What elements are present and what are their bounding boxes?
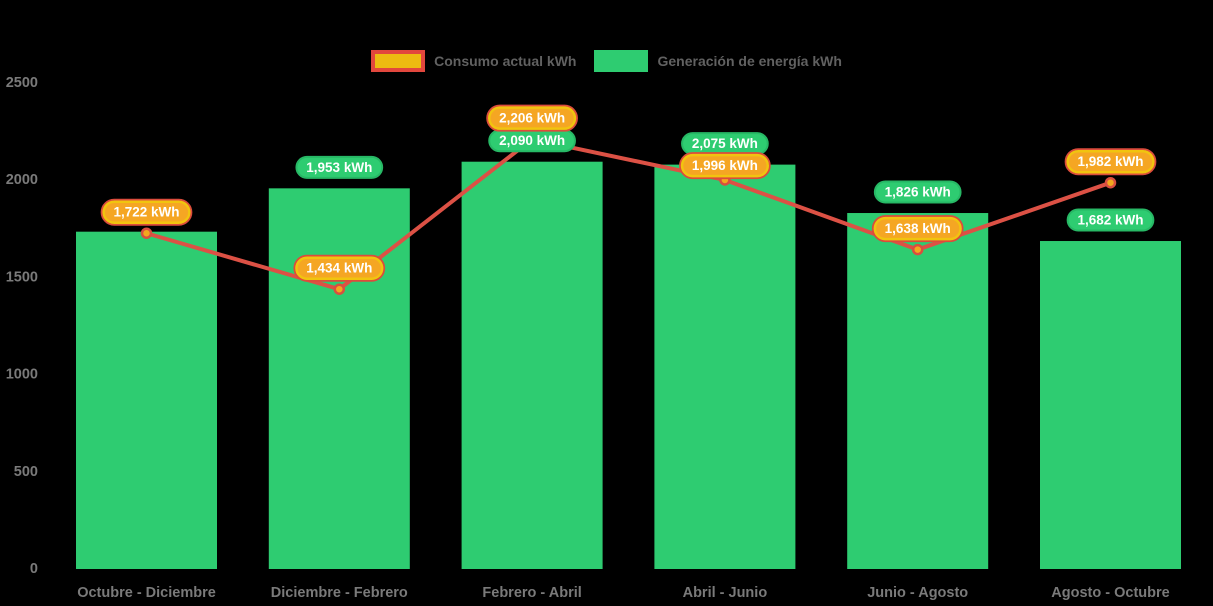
svg-text:1,638 kWh: 1,638 kWh bbox=[885, 221, 951, 236]
x-category-label: Agosto - Octubre bbox=[1051, 585, 1169, 601]
value-badge-consumption: 2,206 kWh bbox=[486, 104, 578, 132]
generation-bar[interactable] bbox=[268, 188, 410, 570]
x-category-label: Octubre - Diciembre bbox=[77, 585, 216, 601]
svg-text:1,982 kWh: 1,982 kWh bbox=[1077, 154, 1143, 169]
generation-bar[interactable] bbox=[847, 213, 989, 569]
svg-text:1,682 kWh: 1,682 kWh bbox=[1077, 213, 1143, 228]
generation-bar[interactable] bbox=[1040, 241, 1181, 569]
y-tick-label: 1000 bbox=[6, 367, 38, 383]
x-category-label: Junio - Agosto bbox=[867, 585, 968, 601]
y-tick-label: 2500 bbox=[6, 75, 38, 91]
x-category-label: Febrero - Abril bbox=[482, 585, 581, 601]
legend-item-consumo[interactable]: Consumo actual kWh bbox=[371, 50, 576, 72]
y-tick-label: 1500 bbox=[6, 269, 38, 285]
legend-label-generacion: Generación de energía kWh bbox=[657, 53, 842, 69]
value-badge-consumption: 1,434 kWh bbox=[293, 254, 386, 282]
svg-text:2,090 kWh: 2,090 kWh bbox=[499, 133, 565, 148]
svg-text:2,206 kWh: 2,206 kWh bbox=[499, 111, 565, 126]
consumption-point[interactable] bbox=[1104, 176, 1117, 189]
consumption-point[interactable] bbox=[140, 227, 153, 239]
generation-bar[interactable] bbox=[76, 231, 217, 570]
y-tick-label: 0 bbox=[30, 561, 38, 577]
svg-text:1,434 kWh: 1,434 kWh bbox=[306, 261, 372, 276]
value-badge-generation: 1,682 kWh bbox=[1066, 208, 1155, 232]
value-badge-generation: 2,090 kWh bbox=[488, 129, 576, 153]
value-badge-consumption: 1,982 kWh bbox=[1064, 148, 1157, 176]
consumption-point[interactable] bbox=[333, 283, 346, 295]
x-category-label: Abril - Junio bbox=[683, 585, 768, 601]
value-badge-consumption: 1,722 kWh bbox=[100, 198, 193, 226]
svg-text:2,075 kWh: 2,075 kWh bbox=[692, 136, 758, 151]
svg-text:1,996 kWh: 1,996 kWh bbox=[692, 158, 758, 173]
value-badge-consumption: 1,996 kWh bbox=[679, 152, 771, 180]
consumption-point[interactable] bbox=[911, 243, 924, 256]
value-badge-generation: 2,075 kWh bbox=[681, 132, 769, 156]
value-badge-generation: 1,826 kWh bbox=[873, 180, 962, 204]
svg-text:1,722 kWh: 1,722 kWh bbox=[113, 205, 179, 220]
svg-text:1,826 kWh: 1,826 kWh bbox=[885, 185, 951, 200]
legend-item-generacion[interactable]: Generación de energía kWh bbox=[594, 50, 842, 72]
y-tick-label: 500 bbox=[14, 464, 38, 480]
legend-label-consumo: Consumo actual kWh bbox=[434, 53, 577, 69]
generation-bar[interactable] bbox=[654, 164, 796, 569]
x-category-label: Diciembre - Febrero bbox=[271, 585, 408, 601]
y-tick-label: 2000 bbox=[6, 172, 38, 188]
legend-swatch-generacion-icon bbox=[594, 50, 649, 72]
svg-text:1,953 kWh: 1,953 kWh bbox=[306, 160, 372, 175]
generation-bar[interactable] bbox=[461, 161, 603, 570]
value-badge-consumption: 1,638 kWh bbox=[871, 215, 964, 243]
chart-legend: Consumo actual kWh Generación de energía… bbox=[0, 50, 1213, 72]
legend-swatch-consumo-icon bbox=[371, 50, 426, 72]
value-badge-generation: 1,953 kWh bbox=[295, 155, 384, 179]
